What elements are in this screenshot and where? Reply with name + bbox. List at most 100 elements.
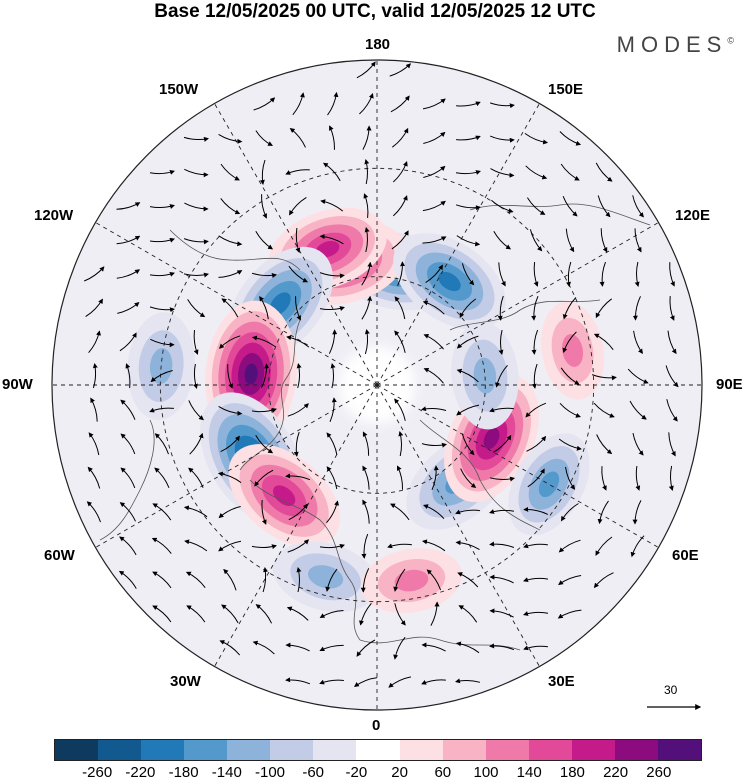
wind-arrow: [286, 606, 309, 621]
wind-arrow: [149, 170, 175, 175]
wind-arrow: [227, 364, 233, 389]
colorbar-tick-label: 180: [559, 764, 585, 781]
colorbar-tick-label: -60: [302, 764, 325, 781]
coastline-segment: [169, 229, 301, 271]
wind-arrow: [125, 363, 131, 388]
wind-arrow: [193, 363, 198, 389]
wind-arrow: [119, 536, 137, 556]
wind-arrow: [455, 170, 481, 175]
wind-arrow: [593, 402, 615, 418]
wind-arrow: [627, 368, 649, 384]
wind-arrow: [529, 229, 543, 252]
wind-arrow: [253, 97, 276, 111]
wind-arrow: [116, 269, 141, 279]
wind-arrow: [88, 432, 100, 456]
colorbar-swatch: [313, 740, 357, 760]
wind-arrow: [559, 402, 581, 418]
coastline-segment: [449, 299, 601, 331]
lon-label-30w: 30W: [170, 673, 201, 690]
wind-arrow: [388, 676, 411, 688]
wind-arrow: [455, 509, 480, 515]
wind-arrow: [596, 434, 613, 455]
wind-arrow: [423, 504, 445, 520]
wind-arrow: [116, 235, 141, 245]
wind-arrow: [456, 641, 480, 654]
wind-arrow: [389, 63, 412, 77]
colorbar-tick-label: 140: [516, 764, 542, 781]
wind-arrow: [533, 262, 539, 287]
wind-arrow: [361, 295, 373, 320]
wind-arrow: [632, 433, 644, 456]
wind-arrow: [319, 306, 345, 311]
wind-arrow: [430, 601, 440, 626]
map-boundary: [51, 59, 703, 711]
coastline-segment: [419, 419, 541, 531]
anomaly-contour: [244, 363, 258, 385]
wind-arrow: [362, 499, 370, 524]
wind-arrow: [329, 125, 335, 150]
wind-arrow: [493, 230, 512, 250]
wind-arrow: [455, 540, 480, 551]
wind-arrow: [296, 363, 302, 389]
wind-arrow: [397, 261, 406, 287]
wind-arrow: [188, 467, 204, 488]
wind-arrow: [387, 543, 412, 549]
wind-arrow: [523, 645, 548, 651]
lon-label-120e: 120E: [675, 207, 711, 224]
wind-arrow: [319, 543, 345, 549]
wind-arrow: [92, 363, 98, 389]
colorbar-tick-label: -20: [345, 764, 368, 781]
wind-arrow: [251, 407, 277, 413]
wind-arrow: [90, 397, 98, 422]
wind-arrow: [498, 329, 504, 355]
wind-arrow: [296, 567, 302, 593]
wind-arrow: [593, 333, 614, 350]
wind-arrow: [593, 572, 614, 589]
wind-arrow: [426, 569, 442, 591]
wind-arrow: [326, 500, 340, 524]
wind-arrow: [120, 399, 136, 420]
wind-arrow: [668, 432, 676, 457]
brand-mark: ©: [727, 35, 734, 46]
wind-arrow: [149, 237, 175, 243]
wind-arrow: [560, 163, 580, 181]
wind-arrow: [393, 568, 406, 592]
wind-arrow: [523, 543, 548, 549]
wind-arrow: [455, 204, 481, 211]
meridian: [376, 222, 659, 386]
wind-arrow: [531, 363, 538, 389]
wind-arrow: [489, 608, 514, 618]
latitude-circle: [268, 276, 486, 494]
wind-arrow: [184, 202, 209, 212]
lon-label-150w: 150W: [159, 81, 199, 98]
wind-arrow: [490, 135, 515, 143]
colorbar-tick-label: 260: [646, 764, 672, 781]
wind-arrow: [261, 500, 267, 525]
wind-arrow: [288, 503, 308, 521]
wind-arrow: [362, 431, 370, 456]
wind-arrow: [456, 335, 479, 349]
wind-arrow: [286, 335, 310, 348]
wind-arrow: [562, 297, 577, 320]
wind-arrow: [255, 230, 274, 250]
wind-arrow: [421, 642, 446, 652]
colorbar-tick-label: -100: [254, 764, 286, 781]
colorbar-swatch: [657, 740, 701, 760]
wind-arrow: [285, 169, 310, 175]
wind-arrow: [394, 296, 406, 320]
wind-arrow: [599, 261, 606, 287]
wind-arrow: [218, 506, 241, 519]
colorbar-tick-label: -140: [211, 764, 242, 781]
wind-arrow: [85, 298, 103, 318]
wind-arrow: [356, 639, 376, 657]
colorbar-tick-label: 220: [603, 764, 629, 781]
wind-arrow: [361, 533, 369, 559]
wind-arrow: [423, 334, 444, 350]
wind-arrow: [461, 263, 475, 286]
wind-arrow: [489, 643, 515, 651]
wind-arrow: [560, 367, 580, 385]
wind-arrow: [86, 501, 101, 523]
wind-arrow: [562, 331, 577, 354]
wind-arrow: [327, 91, 339, 116]
